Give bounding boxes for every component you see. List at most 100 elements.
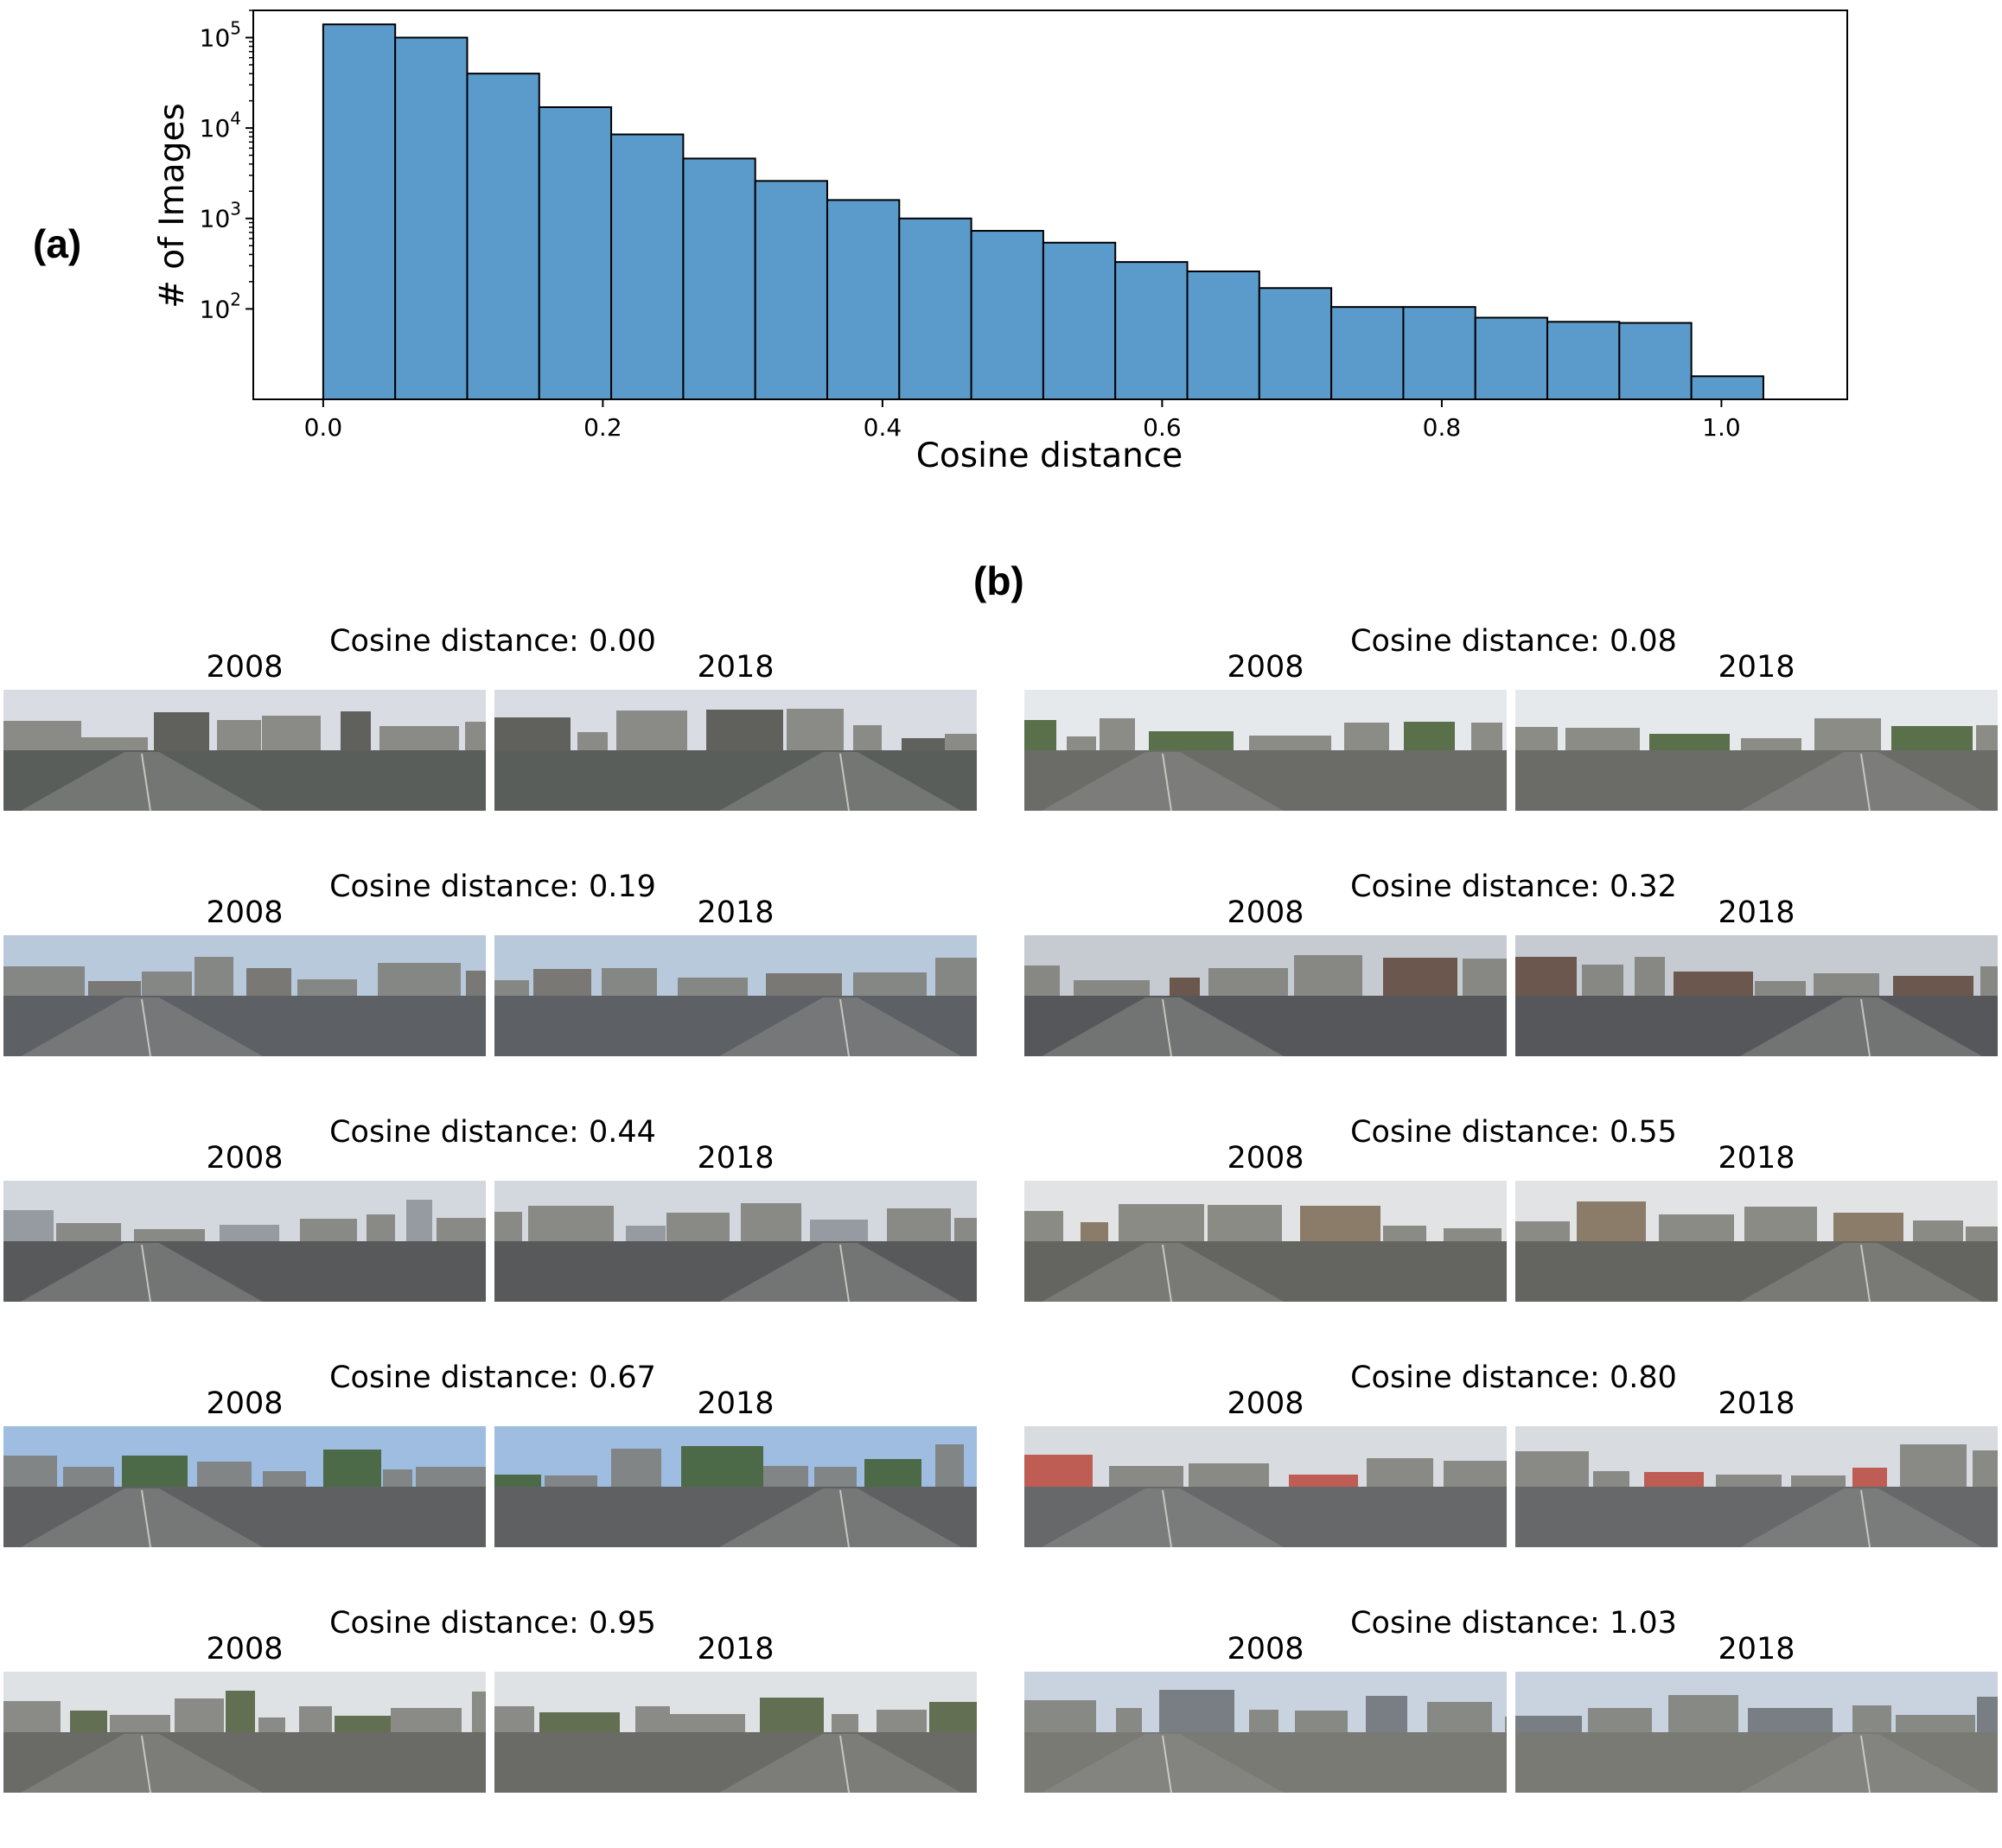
- building-shape: [323, 1450, 381, 1494]
- histogram-bar: [538, 106, 613, 401]
- x-tick-label: 0.0: [304, 413, 343, 442]
- panorama-scene: [3, 690, 486, 811]
- panorama-scene: [1515, 690, 1998, 811]
- x-tick-label: 1.0: [1702, 413, 1741, 442]
- building-shape: [1977, 1697, 1998, 1739]
- panorama-2008: [3, 1672, 486, 1793]
- building-shape: [611, 1449, 661, 1494]
- histogram-bar: [610, 133, 685, 400]
- panorama-2018: [494, 1672, 977, 1793]
- building-shape: [226, 1691, 255, 1739]
- year-label-right: 2018: [1718, 1141, 1795, 1176]
- lane-marking: [1860, 1489, 1871, 1547]
- road-wedge: [1042, 997, 1284, 1056]
- panorama-scene: [494, 1426, 977, 1547]
- pair-title: Cosine distance: 0.67: [329, 1361, 656, 1395]
- panorama-scene: [1024, 1181, 1507, 1302]
- panorama-scene: [1515, 1181, 1998, 1302]
- road-wedge: [719, 997, 961, 1056]
- year-label-right: 2018: [1718, 1386, 1795, 1421]
- image-pair: Cosine distance: 0.95 2008 2018: [3, 1606, 982, 1848]
- pair-title: Cosine distance: 0.95: [329, 1606, 656, 1641]
- building-shape: [1119, 1204, 1204, 1248]
- panorama-2008: [3, 1426, 486, 1547]
- image-pair: Cosine distance: 0.08 2008 2018: [1024, 624, 2002, 866]
- year-label-left: 2008: [1227, 895, 1304, 930]
- image-pair: Cosine distance: 0.55 2008 2018: [1024, 1115, 2002, 1357]
- histogram-bar: [394, 36, 469, 400]
- histogram-bar: [1546, 321, 1621, 400]
- building-shape: [787, 709, 844, 757]
- year-label-right: 2018: [1718, 895, 1795, 930]
- histogram-bar: [1618, 322, 1693, 400]
- panorama-scene: [1515, 1426, 1998, 1547]
- histogram-chart: 0.0 0.2 0.4 0.6 0.8 1.0 102 103 104 105 Cosine d…: [153, 10, 1848, 475]
- histogram-bar: [1402, 306, 1476, 401]
- y-tick-label: 102: [200, 289, 241, 323]
- building-shape: [406, 1200, 432, 1248]
- building-shape: [1973, 1450, 1998, 1494]
- panorama-2018: [494, 690, 977, 811]
- panorama-2008: [3, 690, 486, 811]
- lane-marking: [1162, 1735, 1172, 1793]
- lane-marking: [141, 753, 151, 811]
- year-label-right: 2018: [697, 1632, 775, 1666]
- pair-title: Cosine distance: 0.00: [329, 624, 656, 659]
- x-tick-label: 0.8: [1423, 413, 1462, 442]
- histogram-bar: [682, 157, 756, 400]
- histogram-bar: [322, 23, 397, 401]
- x-axis-label: Cosine distance: [916, 437, 1183, 475]
- image-pair: Cosine distance: 0.32 2008 2018: [1024, 870, 2002, 1112]
- y-tick-label: 105: [200, 17, 241, 52]
- histogram-bar: [1186, 270, 1260, 400]
- y-tick-label: 103: [200, 199, 241, 233]
- panorama-2008: [1024, 1672, 1507, 1793]
- road-wedge: [21, 1488, 263, 1547]
- lane-marking: [1860, 998, 1871, 1056]
- panorama-2008: [3, 1181, 486, 1302]
- year-label-right: 2018: [697, 1141, 775, 1176]
- building-shape: [741, 1203, 801, 1248]
- building-shape: [1505, 1717, 1507, 1739]
- panorama-scene: [1024, 1672, 1507, 1793]
- building-shape: [1900, 1444, 1967, 1494]
- lane-marking: [141, 1735, 151, 1793]
- building-shape: [1668, 1695, 1738, 1739]
- building-shape: [706, 710, 783, 757]
- lane-marking: [1162, 1244, 1172, 1302]
- panel-b-label: (b): [973, 558, 1024, 603]
- year-label-right: 2018: [697, 895, 775, 930]
- pair-title: Cosine distance: 0.44: [329, 1115, 656, 1150]
- panorama-2018: [1515, 935, 1998, 1056]
- panorama-2018: [1515, 690, 1998, 811]
- x-tick-label: 0.6: [1143, 413, 1182, 442]
- lane-marking: [839, 1735, 850, 1793]
- lane-marking: [1860, 753, 1871, 811]
- road-wedge: [1042, 752, 1284, 811]
- lane-marking: [839, 1244, 850, 1302]
- pair-title: Cosine distance: 1.03: [1350, 1606, 1677, 1641]
- panorama-scene: [3, 1181, 486, 1302]
- panorama-scene: [494, 1181, 977, 1302]
- lane-marking: [141, 1489, 151, 1547]
- image-pair: Cosine distance: 0.44 2008 2018: [3, 1115, 982, 1357]
- lane-marking: [141, 1244, 151, 1302]
- road-wedge: [1740, 997, 1982, 1056]
- panorama-2008: [1024, 935, 1507, 1056]
- building-shape: [466, 971, 486, 1003]
- panorama-2008: [1024, 1181, 1507, 1302]
- panorama-scene: [494, 935, 977, 1056]
- road-wedge: [719, 1734, 961, 1793]
- y-tick-label: 104: [200, 108, 241, 143]
- building-shape: [1383, 958, 1457, 1003]
- histogram-bar: [970, 230, 1044, 400]
- road-wedge: [21, 1734, 263, 1793]
- road-wedge: [21, 1243, 263, 1302]
- road-wedge: [719, 1243, 961, 1302]
- image-pair: Cosine distance: 0.67 2008 2018: [3, 1361, 982, 1603]
- image-pair: Cosine distance: 0.00 2008 2018: [3, 624, 982, 866]
- histogram-bar: [1114, 261, 1189, 400]
- year-label-left: 2008: [206, 1386, 284, 1421]
- image-pair: Cosine distance: 0.80 2008 2018: [1024, 1361, 2002, 1603]
- panorama-scene: [3, 1672, 486, 1793]
